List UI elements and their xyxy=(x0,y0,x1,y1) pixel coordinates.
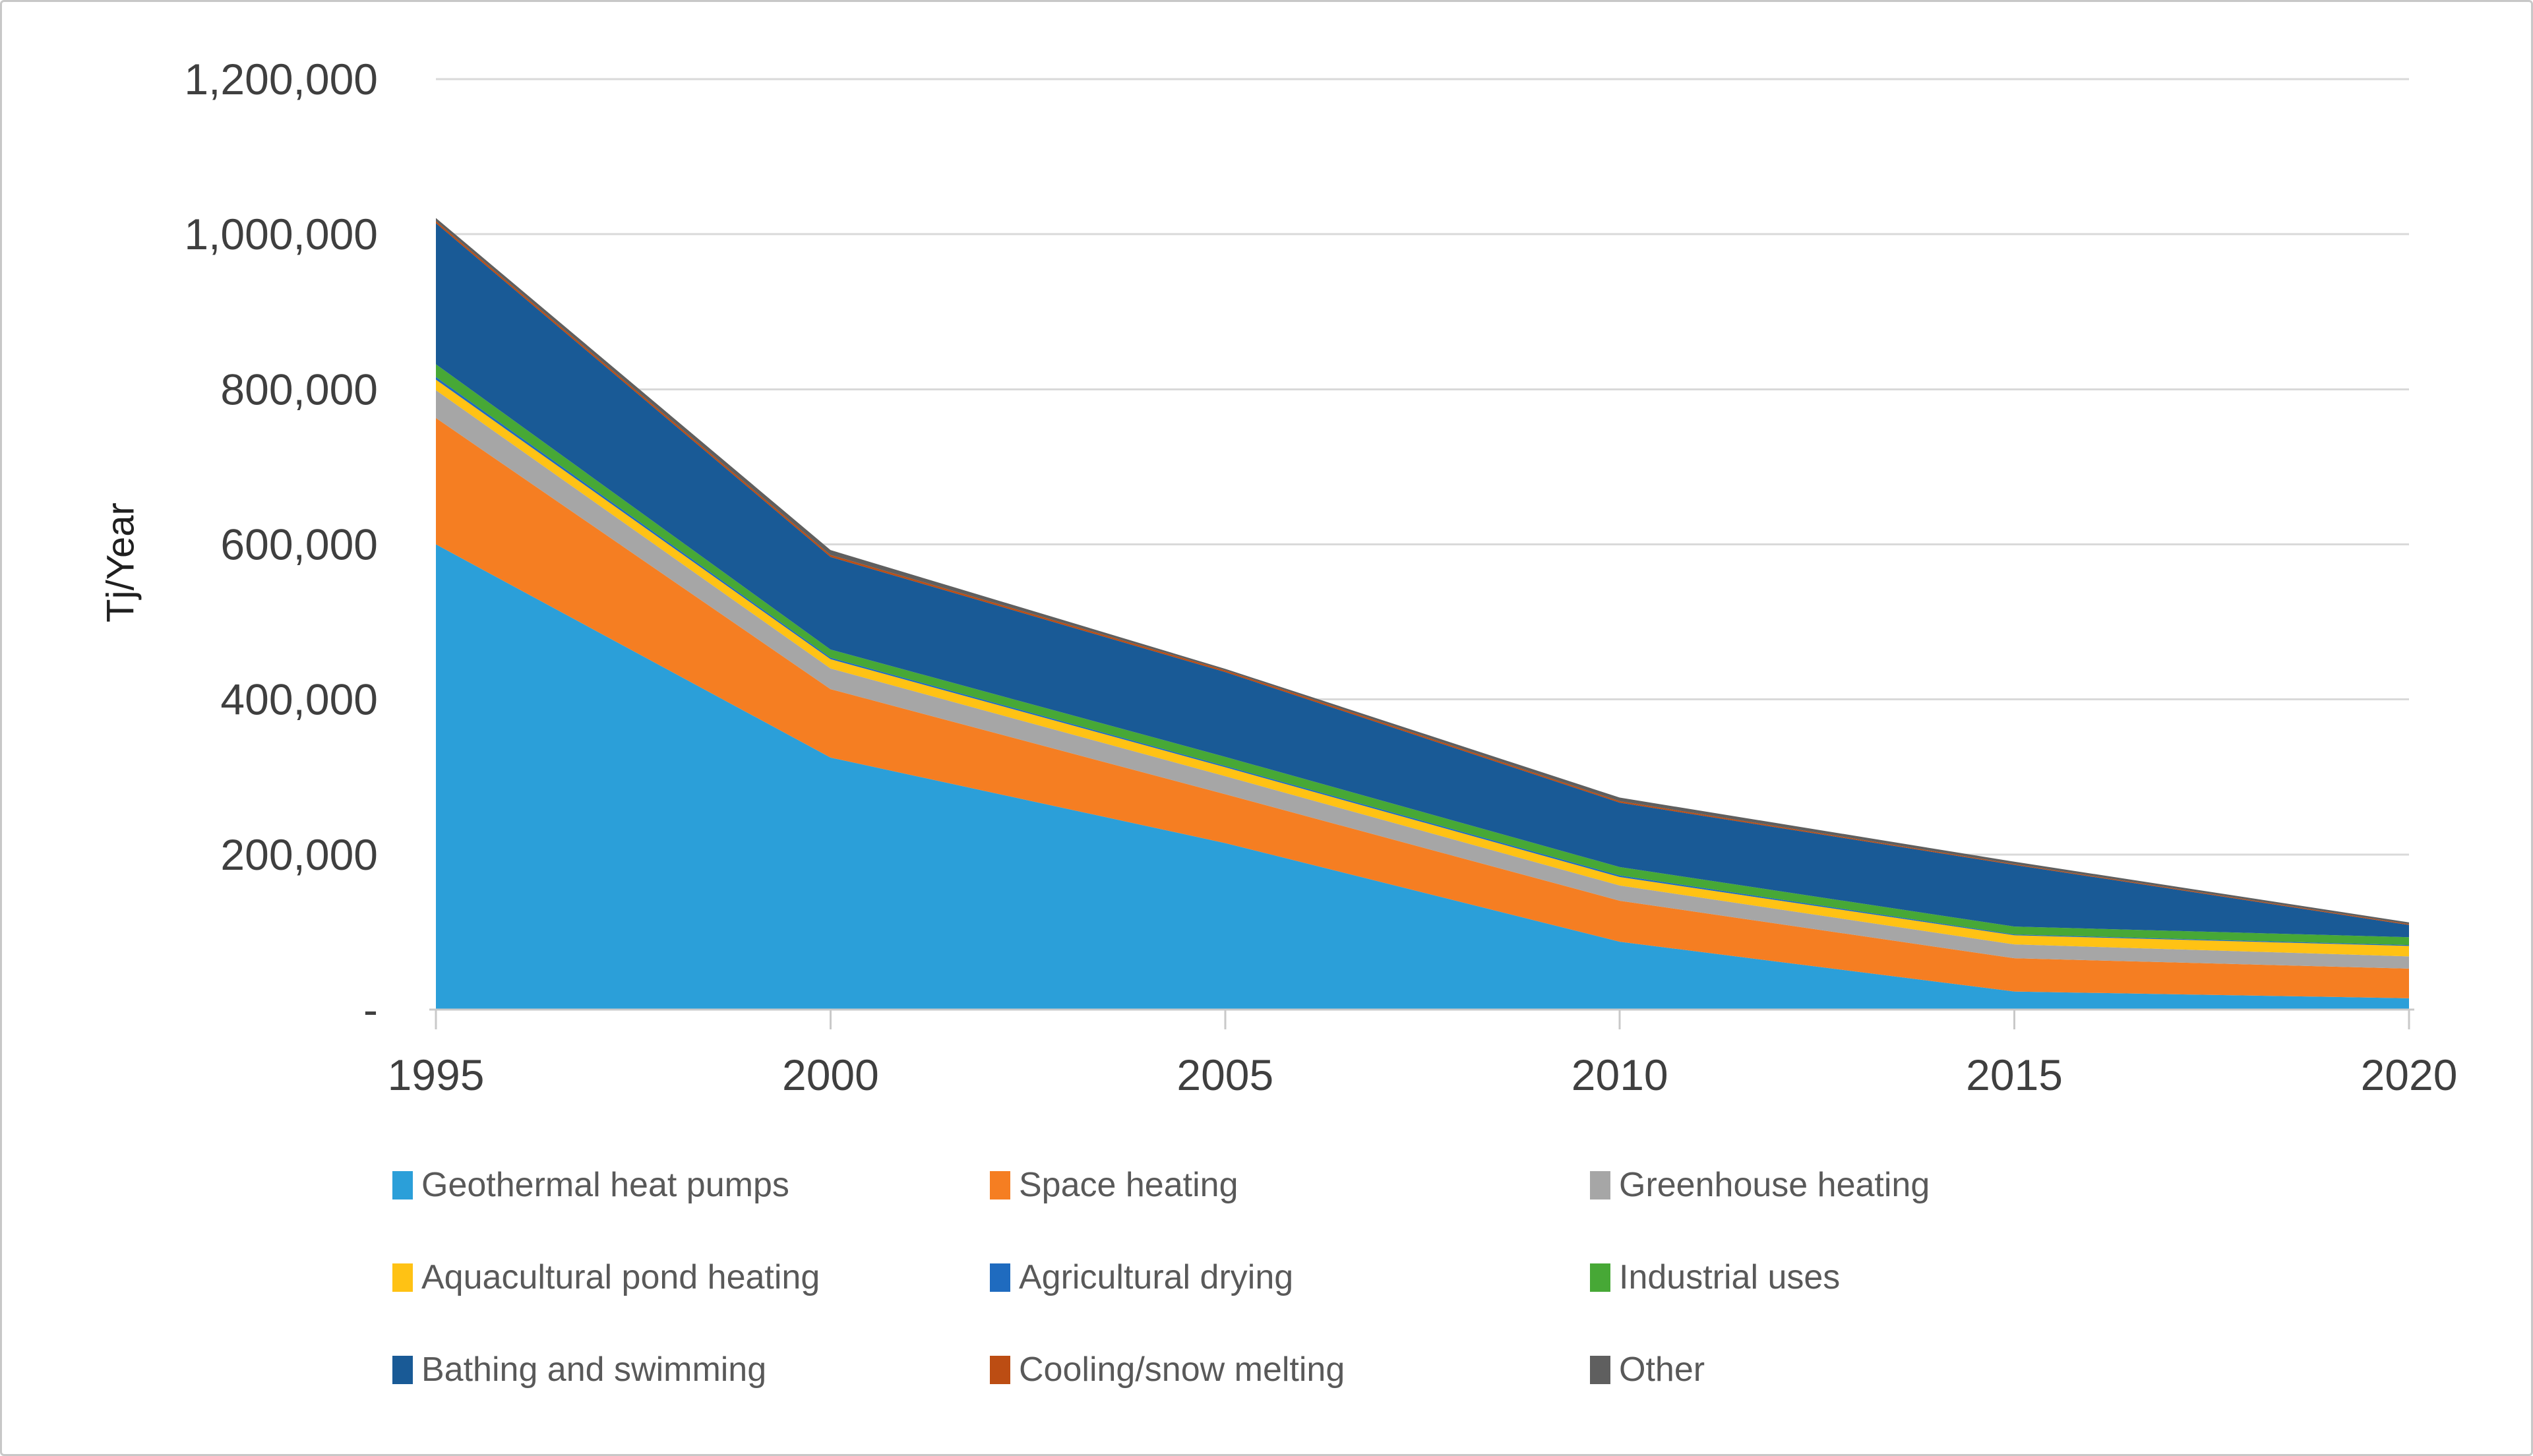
y-axis-tick-label: 1,000,000 xyxy=(184,210,378,258)
x-axis-label: 2005 xyxy=(1176,1050,1273,1099)
area-space-heating xyxy=(436,417,2409,998)
y-axis-tick-label: - xyxy=(363,985,378,1034)
y-axis-tick-label: 800,000 xyxy=(220,365,378,413)
x-axis-label: 2015 xyxy=(1966,1050,2063,1099)
y-axis-tick-label: 600,000 xyxy=(220,520,378,569)
y-axis-title: Tj/Year xyxy=(99,502,142,622)
area-greenhouse-heating xyxy=(436,390,2409,969)
area-geothermal-heat-pumps xyxy=(436,544,2409,1010)
y-axis-tick-label: 200,000 xyxy=(220,830,378,879)
x-axis-label: 1995 xyxy=(388,1050,485,1099)
y-axis-tick-label: 400,000 xyxy=(220,675,378,724)
y-axis-tick-label: 1,200,000 xyxy=(184,55,378,104)
area-industrial-uses xyxy=(436,364,2409,946)
x-axis-label: 2010 xyxy=(1572,1050,1668,1099)
area-aquacultural-pond-heating xyxy=(436,379,2409,957)
area-bathing-and-swimming xyxy=(436,223,2409,938)
x-axis-label: 2000 xyxy=(782,1050,879,1099)
x-axis-label: 2020 xyxy=(2361,1050,2458,1099)
